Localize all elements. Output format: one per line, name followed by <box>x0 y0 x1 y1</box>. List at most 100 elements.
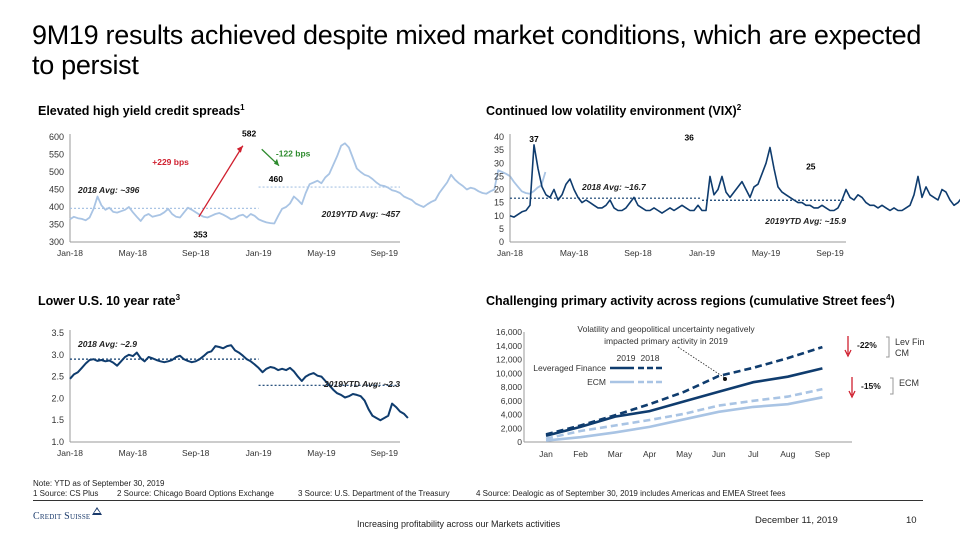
bracket <box>886 336 890 358</box>
series-line <box>545 387 823 440</box>
x-tick-label: Jan-19 <box>246 248 272 258</box>
x-tick-label: Sep-19 <box>371 248 399 258</box>
peak-label: 25 <box>806 161 816 171</box>
logo-text: Credit Suisse <box>33 511 91 522</box>
y-tick-label: 4,000 <box>501 410 523 420</box>
series-line <box>545 345 823 436</box>
x-tick-label: Jan-18 <box>497 248 523 258</box>
x-tick-label: Sep-18 <box>624 248 652 258</box>
footer-subtitle: Increasing profitability across our Mark… <box>357 519 561 529</box>
source-3: 3 Source: U.S. Department of the Treasur… <box>298 489 450 498</box>
y-tick-label: 350 <box>49 220 64 230</box>
increase-arrow <box>198 145 244 218</box>
series-line <box>69 344 409 422</box>
decrease-label: -122 bps <box>276 148 311 158</box>
y-tick-label: 40 <box>494 132 504 142</box>
decline-arrowhead <box>848 390 856 399</box>
x-tick-label: May-18 <box>560 248 589 258</box>
x-tick-label: Sep-19 <box>371 448 399 458</box>
y-tick-label: 400 <box>49 202 64 212</box>
series-line <box>545 367 823 438</box>
decrease-arrowhead <box>274 158 279 166</box>
y-tick-label: 16,000 <box>496 327 522 337</box>
slide-title: 9M19 results achieved despite mixed mark… <box>32 20 922 80</box>
footer-divider <box>33 500 923 501</box>
series-line <box>545 396 823 442</box>
x-tick-label: May-19 <box>307 448 336 458</box>
increase-label: +229 bps <box>152 157 189 167</box>
group-label: CM <box>895 348 909 358</box>
hy-chart-title: Elevated high yield credit spreads1 <box>38 103 245 119</box>
group-label: ECM <box>899 378 919 388</box>
x-tick-label: Mar <box>608 449 623 459</box>
y-tick-label: 450 <box>49 185 64 195</box>
increase-arrowhead <box>236 145 243 153</box>
series-line <box>509 144 960 218</box>
x-tick-label: Jul <box>748 449 759 459</box>
average-label: 2019YTD Avg: ~15.9 <box>764 216 846 226</box>
callout-dot <box>723 377 727 381</box>
callout-text: Volatility and geopolitical uncertainty … <box>577 324 755 334</box>
y-tick-label: 2,000 <box>501 423 523 433</box>
y-tick-label: 14,000 <box>496 341 522 351</box>
x-tick-label: Jan <box>539 449 553 459</box>
y-tick-label: 500 <box>49 167 64 177</box>
y-tick-label: 1.5 <box>51 415 64 425</box>
y-tick-label: 0 <box>499 237 504 247</box>
y-tick-label: 600 <box>49 132 64 142</box>
y-tick-label: 0 <box>517 437 522 447</box>
y-tick-label: 10 <box>494 211 504 221</box>
x-tick-label: Jan-19 <box>246 448 272 458</box>
bracket <box>890 377 894 395</box>
callout-text: impacted primary activity in 2019 <box>604 336 728 346</box>
y-tick-label: 2.0 <box>51 393 64 403</box>
average-label: 2019YTD Avg: ~2.3 <box>323 379 400 389</box>
legend-header-2019: 2019 <box>617 353 636 363</box>
y-tick-label: 25 <box>494 171 504 181</box>
y-tick-label: 6,000 <box>501 396 523 406</box>
sail-icon <box>92 507 102 515</box>
x-tick-label: May-19 <box>307 248 336 258</box>
peak-label: 37 <box>529 134 539 144</box>
y-tick-label: 5 <box>499 224 504 234</box>
source-1: 1 Source: CS Plus <box>33 489 99 498</box>
y-tick-label: 3.5 <box>51 328 64 338</box>
average-label: 2018 Avg: ~2.9 <box>77 339 137 349</box>
page-number: 10 <box>906 515 917 526</box>
change-label: -22% <box>857 340 877 350</box>
x-tick-label: Sep <box>815 449 830 459</box>
x-tick-label: Jun <box>712 449 726 459</box>
current-label: 460 <box>269 174 283 184</box>
x-tick-label: May <box>676 449 693 459</box>
x-tick-label: May-18 <box>119 448 148 458</box>
x-tick-label: Sep-18 <box>182 448 210 458</box>
change-label: -15% <box>861 381 881 391</box>
y-tick-label: 10,000 <box>496 368 522 378</box>
ust-chart-title: Lower U.S. 10 year rate3 <box>38 293 181 309</box>
decline-arrowhead <box>844 349 852 358</box>
legend-header-2018: 2018 <box>641 353 660 363</box>
x-tick-label: Feb <box>573 449 588 459</box>
us10y-chart: 1.0 1.5 2.0 2.5 3.0 3.5 Jan-18 May-18 Sep-18 Jan-… <box>51 328 409 458</box>
y-tick-label: 20 <box>494 185 504 195</box>
average-label: 2019YTD Avg: ~457 <box>321 209 402 219</box>
x-tick-label: Sep-19 <box>816 248 844 258</box>
source-4: 4 Source: Dealogic as of September 30, 2… <box>476 489 786 498</box>
y-tick-label: 1.0 <box>51 437 64 447</box>
group-label: Lev Fin <box>895 337 925 347</box>
y-tick-label: 3.0 <box>51 350 64 360</box>
vix-chart: 0 5 10 15 20 25 30 35 40 Jan-18 May-18 Sep-18 Jan-19… <box>494 132 960 258</box>
x-tick-label: May-18 <box>119 248 148 258</box>
y-tick-label: 30 <box>494 158 504 168</box>
x-tick-label: Sep-18 <box>182 248 210 258</box>
callout-leader <box>677 346 726 379</box>
x-tick-label: May-19 <box>752 248 781 258</box>
note-ytd: Note: YTD as of September 30, 2019 <box>33 479 165 488</box>
average-label: 2018 Avg: ~16.7 <box>581 182 647 192</box>
series-line <box>69 142 547 225</box>
peak-label: 582 <box>242 128 256 138</box>
y-tick-label: 8,000 <box>501 382 523 392</box>
x-tick-label: Jan-19 <box>689 248 715 258</box>
trough-label: 353 <box>193 229 207 239</box>
